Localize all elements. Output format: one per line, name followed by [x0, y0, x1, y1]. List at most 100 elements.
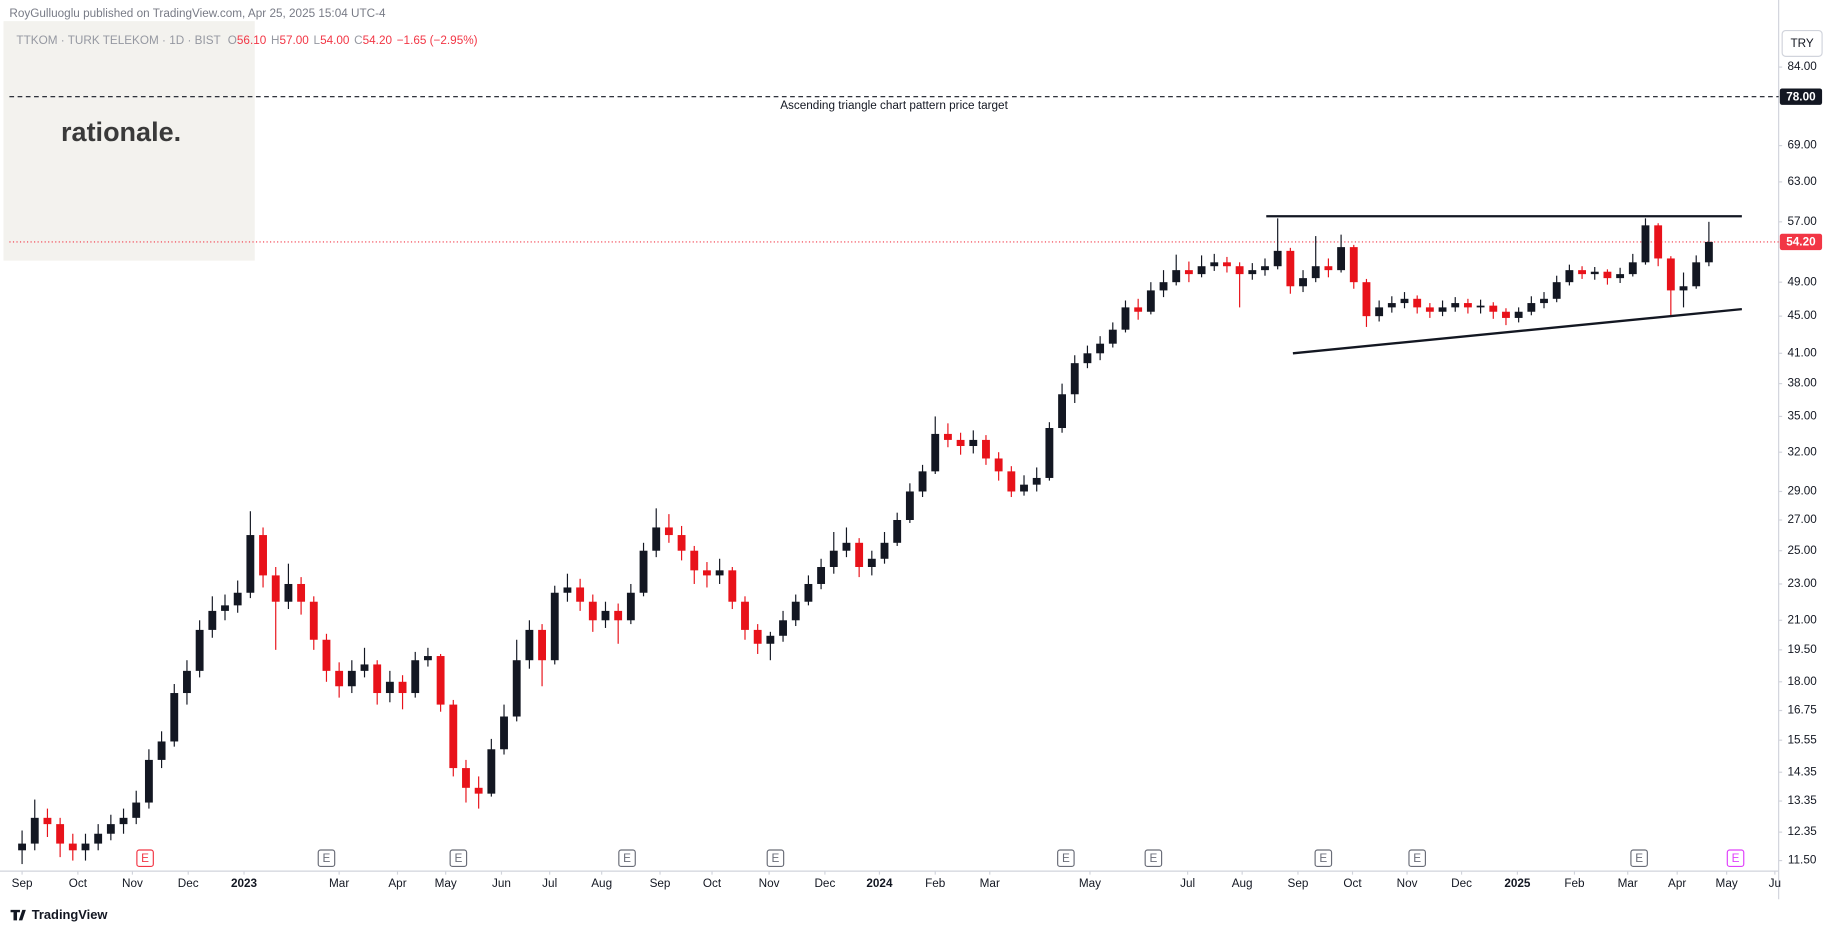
candle-body — [1273, 250, 1282, 267]
candle-body — [1096, 343, 1105, 354]
candle-body — [259, 535, 267, 576]
candle-body — [1108, 329, 1117, 344]
x-tick-label: Sep — [12, 877, 33, 890]
earnings-badge — [317, 849, 336, 868]
x-tick-label: Ju — [1769, 877, 1781, 890]
ohlc-key: C — [354, 34, 363, 47]
candle-body — [563, 587, 572, 593]
candle-body — [68, 843, 77, 851]
x-tick-label: 2023 — [231, 877, 258, 890]
candle-body — [81, 843, 90, 851]
earnings-label: E — [772, 852, 780, 865]
earnings-badge — [136, 849, 154, 868]
y-tick-label: 25.00 — [1787, 544, 1817, 557]
ohlc-key: H — [271, 34, 279, 47]
candle-body — [703, 570, 711, 576]
candle-body — [804, 583, 813, 602]
currency-box[interactable] — [1781, 29, 1823, 57]
earnings-badge — [1726, 849, 1745, 868]
trendline — [1292, 307, 1742, 355]
x-tick-label: Sep — [650, 877, 671, 890]
candle-body — [1704, 241, 1713, 263]
candle-body — [626, 592, 635, 621]
candle-body — [119, 817, 128, 825]
candle-body — [183, 670, 191, 694]
earnings-badge — [449, 849, 468, 868]
x-tick-label: May — [435, 877, 457, 890]
candle-body — [423, 656, 432, 661]
earnings-badge — [1314, 849, 1333, 868]
candle-body — [1578, 270, 1586, 275]
candle-body — [1552, 282, 1561, 299]
x-tick-label: Dec — [178, 877, 199, 890]
candle-body — [639, 550, 648, 593]
candle-body — [538, 629, 547, 661]
y-tick-label: 27.00 — [1787, 513, 1817, 526]
candle-body — [1463, 303, 1472, 308]
target-tag — [1779, 88, 1823, 105]
x-tick-label: Feb — [1564, 877, 1585, 890]
candle-body — [1184, 270, 1193, 275]
candle-body — [1400, 298, 1409, 304]
candle-body — [208, 610, 217, 630]
x-tick-label: 2025 — [1504, 877, 1531, 890]
candle-body — [1159, 282, 1168, 291]
candle-body — [94, 833, 103, 844]
candle-body — [1311, 266, 1320, 279]
earnings-badge — [1144, 849, 1163, 868]
ohlc-value: 57.00 — [279, 34, 309, 47]
candle-body — [500, 716, 508, 750]
candle-body — [817, 566, 826, 584]
earnings-label: E — [1062, 852, 1070, 865]
ohlc-value: 54.00 — [320, 34, 350, 47]
earnings-label: E — [1413, 852, 1421, 865]
x-tick-label: May — [1716, 877, 1738, 890]
y-tick-label: 19.50 — [1787, 643, 1817, 656]
candle-body — [1121, 307, 1130, 330]
x-tick-label: Mar — [980, 877, 1000, 890]
candle-body — [1413, 298, 1422, 308]
y-tick-label: 13.35 — [1787, 794, 1817, 807]
candle-body — [766, 635, 775, 644]
x-tick-label: Feb — [925, 877, 946, 890]
candle-body — [360, 664, 369, 671]
x-tick-label: Nov — [759, 877, 780, 890]
x-tick-label: Nov — [1397, 877, 1418, 890]
earnings-badge — [766, 849, 785, 868]
candle-body — [1197, 266, 1206, 275]
y-tick-label: 63.00 — [1787, 175, 1817, 188]
x-tick-label: Aug — [1232, 877, 1253, 890]
candle-body — [373, 664, 382, 694]
candle-body — [297, 583, 306, 602]
candle-body — [550, 592, 559, 661]
candle-body — [715, 570, 724, 576]
candle-body — [1223, 262, 1231, 267]
x-tick-label: Oct — [703, 877, 722, 890]
candle-body — [221, 605, 229, 611]
candle-body — [43, 817, 52, 825]
candle-body — [411, 660, 420, 694]
x-tick-label: Mar — [1618, 877, 1638, 890]
earnings-label: E — [1732, 852, 1740, 865]
y-tick-label: 38.00 — [1787, 377, 1817, 390]
candle-body — [1299, 278, 1307, 287]
candle-body — [322, 639, 331, 671]
candle-body — [880, 542, 889, 559]
x-tick-label: Dec — [814, 877, 835, 890]
candle-body — [791, 601, 800, 621]
candle-body — [487, 749, 496, 794]
candle-body — [18, 843, 27, 851]
candle-body — [1451, 303, 1460, 308]
y-tick-label: 23.00 — [1787, 577, 1817, 590]
candle-body — [741, 601, 749, 630]
candle-body — [1362, 282, 1371, 317]
candle-body — [30, 817, 39, 844]
candle-body — [398, 681, 407, 694]
tv-logo — [10, 909, 26, 921]
watermark-box — [3, 21, 255, 261]
earnings-badge — [1408, 849, 1426, 868]
candle-body — [335, 670, 344, 687]
y-tick-label: 11.50 — [1788, 854, 1817, 867]
